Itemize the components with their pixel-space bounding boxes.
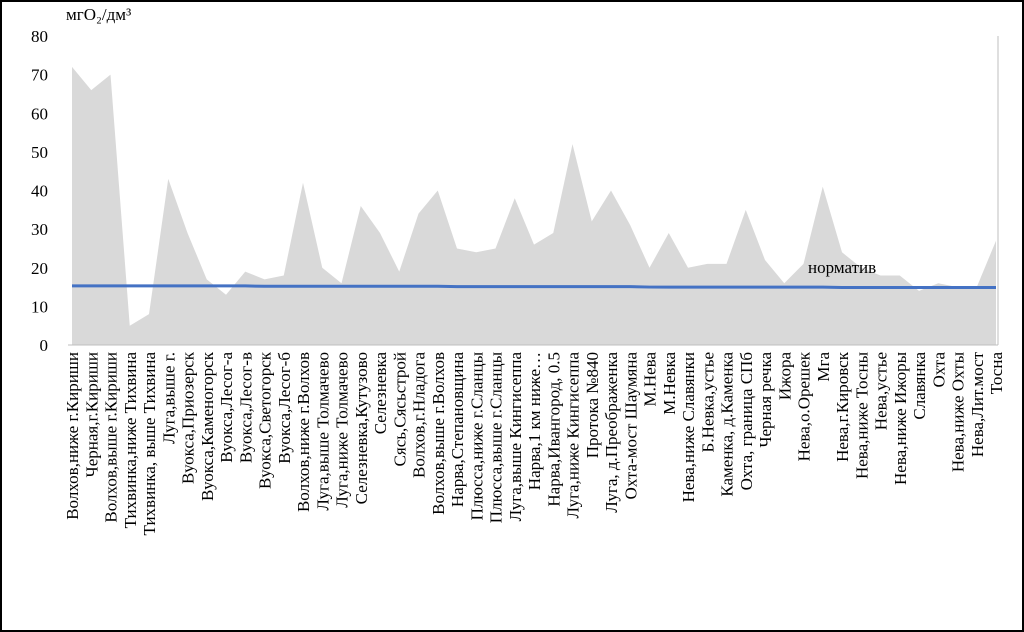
y-tick-label: 20 [31,259,48,278]
x-tick-label: Селезневка [371,352,390,435]
x-tick-label: Мга [814,352,833,382]
x-tick-label: М.Нева [641,352,660,407]
x-tick-label: Б.Невка,устье [698,352,717,452]
x-tick-label: Волхов,ниже г.Волхов [294,352,313,512]
x-tick-label: Луга,выше Кингисеппа [506,352,525,522]
x-tick-label: Вуокса,Приозерск [179,351,198,484]
x-tick-label: Луга, д.Преображенка [602,352,621,513]
x-tick-label: М.Невка [660,352,679,415]
x-tick-label: Ижора [775,352,794,401]
x-tick-label: Сясь,Сясьстрой [390,352,409,466]
x-tick-label: Нева,ниже Тосны [852,351,871,479]
y-tick-label: 0 [40,336,49,355]
y-tick-label: 80 [31,27,48,46]
y-tick-label: 10 [31,297,48,316]
x-tick-label: Нева,о.Орешек [795,351,814,461]
y-tick-label: 70 [31,66,48,85]
x-tick-label: Тихвинка, выше Тихвина [140,352,159,536]
x-tick-label: Охта-мост Шаумяна [621,352,640,500]
x-tick-label: Протока №840 [583,352,602,458]
x-tick-label: Каменка, д.Каменка [718,352,737,497]
x-tick-label: Черная речка [756,352,775,448]
x-tick-label: Нева,ниже Славянки [679,352,698,502]
x-tick-label: Нева,устье [872,352,891,430]
x-tick-label: Нева,ниже Охты [949,351,968,472]
x-tick-label: Тихвинка,ниже Тихвина [121,352,140,529]
x-tick-label: Нева,г.Кировск [833,351,852,462]
x-tick-label: Плюсса,выше г.Сланцы [487,351,506,523]
x-tick-label: Нева,Лит.мост [968,351,987,457]
y-tick-label: 60 [31,104,48,123]
y-tick-label: 40 [31,182,48,201]
line-label: норматив [808,258,876,277]
x-tick-label: Волхов,выше г.Кириши [102,352,121,523]
x-tick-label: Нарва,Ивангород, 0.5 [544,352,563,507]
x-tick-label: Луга,ниже Кингисеппа [564,352,583,519]
x-tick-label: Луга,выше Толмачево [313,352,332,511]
x-tick-label: Вуокса,Лесог-б [275,352,294,464]
y-tick-label: 50 [31,143,48,162]
x-tick-label: Тосна [987,352,1006,395]
x-tick-label: Нева,ниже Ижоры [891,351,910,485]
x-tick-label: Волхов,выше г.Волхов [429,352,448,515]
x-tick-label: Нарва,Степановщина [448,352,467,508]
unit-label: мгO₂/дм³ [66,5,131,24]
x-tick-label: Плюсса,ниже г.Сланцы [467,351,486,520]
area [72,66,996,346]
x-tick-label: Селезневка,Кутузово [352,352,371,504]
x-tick-label: Черная,г.Кириши [82,352,101,477]
x-tick-label: Луга,выше г. [159,352,178,444]
x-tick-label: Вуокса,Лесог-в [236,352,255,463]
x-tick-label: Волхов,ниже г.Кириши [63,352,82,520]
x-tick-label: Вуокса,Каменогорск [198,351,217,501]
x-tick-label: Охта, граница СПб [737,352,756,490]
norm-line [72,284,996,289]
x-tick-label: Волхов,г.Нладога [410,352,429,478]
x-tick-label: Вуокса,Лесог-а [217,352,236,463]
y-tick-label: 30 [31,220,48,239]
x-tick-label: Вуокса,Светогорск [256,351,275,489]
x-tick-label: Нарва,1 км ниже… [525,352,544,490]
x-tick-label: Охта [929,352,948,388]
x-tick-label: Луга,ниже Толмачево [333,352,352,508]
x-tick-label: Славянка [910,352,929,420]
